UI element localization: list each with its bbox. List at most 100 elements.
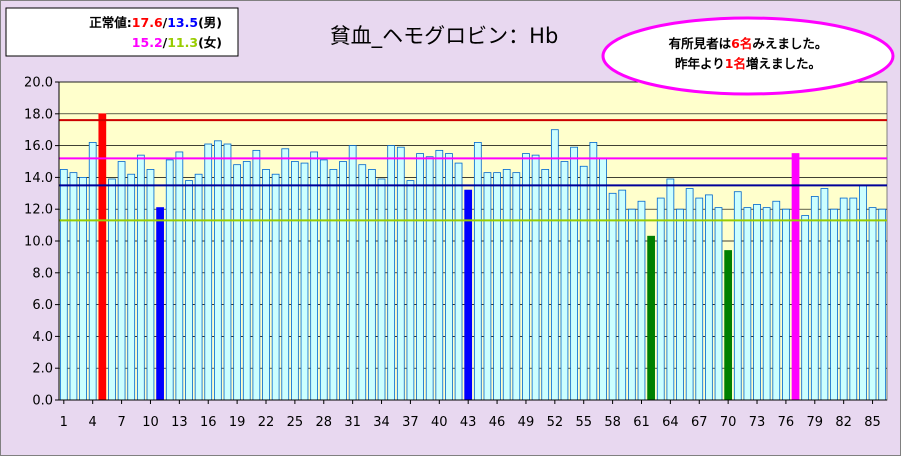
x-tick-label: 40: [431, 415, 448, 430]
bar: [608, 192, 617, 401]
bar: [319, 159, 328, 401]
x-tick-label: 37: [402, 415, 419, 430]
bar: [502, 169, 511, 401]
bar: [136, 154, 145, 401]
female-low-value: 11.3: [167, 35, 198, 50]
x-tick-label: 61: [633, 415, 650, 430]
bar: [705, 194, 713, 401]
bar: [194, 173, 203, 401]
x-tick-label: 28: [315, 415, 332, 430]
bar: [242, 161, 251, 401]
findings-line-1: 有所見者は6名みえました。: [669, 36, 828, 51]
x-tick-label: 43: [460, 415, 477, 430]
bar: [185, 180, 193, 401]
findings-line-2-post: 増えました。: [746, 56, 821, 71]
bar: [69, 172, 78, 401]
x-tick-label: 4: [89, 415, 97, 430]
x-tick-label: 34: [373, 415, 390, 430]
male-low-value: 13.5: [167, 15, 198, 30]
x-tick-label: 22: [258, 415, 275, 430]
bar: [368, 169, 376, 401]
y-tick-label: 8.0: [32, 266, 53, 281]
male-slash: /: [163, 15, 168, 30]
findings-line-2-num: 1名: [725, 56, 746, 71]
bar: [454, 162, 463, 401]
bar-highlight: [647, 235, 655, 401]
y-tick-label: 12.0: [24, 203, 53, 218]
normal-values-box: 正常値:17.6/13.5(男) 15.2/11.3(女): [5, 7, 239, 57]
x-tick-label: 46: [489, 415, 506, 430]
bar: [782, 208, 790, 401]
bar: [339, 161, 347, 401]
bar: [762, 207, 771, 401]
bar-highlight: [791, 153, 800, 401]
x-tick-label: 58: [604, 415, 621, 430]
bar: [117, 161, 126, 401]
x-tick-label: 16: [200, 415, 217, 430]
y-tick-label: 10.0: [24, 235, 53, 250]
normal-values-frame: [5, 7, 239, 57]
y-axis-ticks: 0.0 2.0 4.0 6.0 8.0 10.0 12.0 14.0 16.0 18.0 20.0: [24, 76, 60, 409]
findings-line-1-num: 6名: [731, 36, 752, 51]
bar: [262, 169, 270, 401]
bar: [849, 197, 858, 401]
bar: [878, 208, 887, 401]
x-tick-label: 10: [142, 415, 159, 430]
bar: [772, 200, 781, 401]
male-unit: (男): [198, 15, 222, 30]
bar: [599, 157, 607, 401]
x-tick-label: 52: [547, 415, 564, 430]
bar: [627, 208, 636, 401]
bar: [531, 154, 540, 401]
bar: [695, 197, 704, 401]
bar: [839, 197, 848, 401]
x-tick-label: 7: [117, 415, 125, 430]
findings-line-2: 昨年より1名増えました。: [675, 56, 821, 71]
bar: [88, 142, 97, 401]
bar: [425, 156, 434, 401]
x-tick-label: 85: [864, 415, 881, 430]
bar: [127, 173, 136, 401]
bar: [714, 207, 723, 401]
findings-callout: 有所見者は6名みえました。 昨年より1名増えました。: [601, 16, 895, 96]
x-axis-ticks: 1 4 7 10 13 16 19 22 25 28 31 34 37 40 43 46 49 52 55 58 61 6…: [59, 399, 887, 430]
bar: [522, 153, 530, 401]
bar: [676, 208, 684, 401]
bar: [377, 178, 386, 401]
x-tick-label: 31: [344, 415, 361, 430]
x-tick-label: 73: [749, 415, 766, 430]
bar: [579, 165, 588, 401]
bar-highlight: [98, 113, 107, 401]
bar: [223, 143, 232, 401]
x-tick-label: 70: [720, 415, 737, 430]
y-tick-label: 0.0: [32, 394, 53, 409]
bar: [175, 151, 184, 401]
findings-line-2-pre: 昨年より: [675, 56, 725, 71]
bar: [348, 145, 357, 401]
bar: [753, 204, 761, 401]
bar: [560, 161, 569, 401]
bar: [483, 172, 492, 401]
bar: [445, 153, 453, 401]
findings-line-1-post: みえました。: [752, 36, 827, 51]
x-tick-label: 49: [518, 415, 535, 430]
bar-highlight: [724, 250, 733, 401]
x-tick-label: 25: [287, 415, 304, 430]
bar: [512, 172, 521, 401]
x-tick-label: 76: [778, 415, 795, 430]
male-high-value: 17.6: [132, 15, 163, 30]
bar: [252, 149, 261, 401]
bar: [416, 153, 424, 401]
bar: [810, 196, 819, 401]
bar: [859, 184, 867, 401]
y-tick-label: 4.0: [32, 330, 53, 345]
bar: [233, 164, 241, 401]
bar: [493, 172, 501, 401]
bar: [589, 142, 598, 401]
findings-ellipse: [601, 16, 895, 96]
x-tick-label: 79: [807, 415, 824, 430]
bar: [300, 162, 309, 401]
bar: [550, 129, 559, 401]
bar: [387, 145, 396, 401]
bar: [473, 142, 482, 401]
